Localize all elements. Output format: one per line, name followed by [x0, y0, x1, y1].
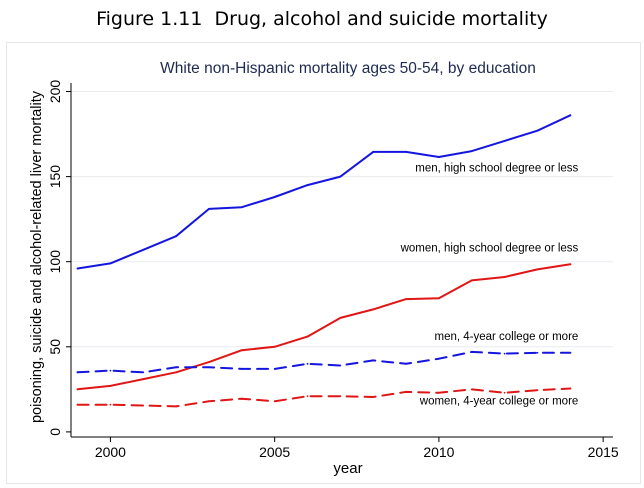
series-1-point-2013: [536, 268, 539, 271]
annotation-2: men, 4-year college or more: [434, 331, 578, 343]
y-axis-label: poisoning, suicide and alcohol-related l…: [29, 90, 45, 423]
x-tick-label-2015: 2015: [588, 444, 619, 460]
x-tick-label-2010: 2010: [423, 444, 454, 460]
line-annotations: men, high school degree or less women, hi…: [400, 163, 579, 408]
series-2-point-2001: [142, 371, 145, 374]
series-1-point-2004: [240, 349, 243, 352]
series-3-point-2008: [372, 396, 375, 398]
axes: 0 50 100 150 200 2000 2005 2010 2015: [47, 80, 619, 460]
series-3-point-2012: [503, 391, 506, 394]
series-0-point-2012: [503, 139, 506, 142]
y-tick-label-150: 150: [47, 165, 63, 189]
series-0-point-2010: [438, 156, 440, 158]
series-2-point-2004: [240, 368, 243, 370]
series-3-point-2010: [438, 391, 440, 394]
series-1-point-2006: [306, 335, 309, 338]
series-0-point-2006: [306, 184, 309, 187]
series-0-point-2003: [208, 208, 210, 210]
series-line-1: [76, 263, 572, 391]
series-3-point-2006: [306, 395, 309, 398]
chart-title: White non-Hispanic mortality ages 50-54,…: [160, 60, 536, 77]
mortality-line-chart: White non-Hispanic mortality ages 50-54,…: [29, 60, 619, 477]
series-0-point-2005: [273, 196, 276, 198]
series-3-point-2001: [142, 404, 145, 407]
series-2-point-2010: [438, 357, 440, 360]
series-1-point-2001: [142, 378, 145, 381]
series-2-point-2009: [405, 362, 407, 365]
series-2-point-2014: [569, 351, 572, 354]
series-1-point-2003: [208, 361, 210, 364]
series-2-point-2005: [273, 368, 276, 370]
series-1-point-2010: [438, 297, 440, 300]
series-3-point-2002: [175, 405, 178, 408]
y-tick-label-100: 100: [47, 250, 63, 274]
y-tick-label-200: 200: [47, 80, 63, 104]
series-2-point-2002: [175, 366, 178, 369]
x-tick-label-2005: 2005: [259, 444, 290, 460]
series-2-point-2008: [372, 359, 375, 362]
series-1-point-2014: [569, 263, 572, 266]
series-3-point-2003: [208, 400, 210, 403]
series-0-point-2007: [339, 175, 342, 178]
series-points-0: [76, 114, 572, 270]
x-tick-label-2000: 2000: [95, 444, 126, 460]
x-axis-label: year: [333, 460, 362, 477]
series-points-1: [76, 263, 572, 391]
series-0-point-2009: [405, 151, 407, 153]
series-0-point-2001: [142, 248, 145, 251]
series-1-point-2012: [503, 276, 506, 278]
series-0-point-1999: [76, 267, 79, 270]
series-0-point-2013: [536, 129, 539, 132]
series-3-point-1999: [76, 403, 79, 406]
series-2-point-2007: [339, 364, 342, 367]
gridlines: [71, 91, 613, 348]
series-line-3: [76, 387, 572, 408]
series-2-point-2003: [208, 366, 210, 369]
series-1-point-2007: [339, 316, 342, 319]
series-3-point-2007: [339, 395, 342, 398]
y-tick-label-0: 0: [47, 428, 63, 436]
series-1-point-2002: [175, 371, 178, 374]
series-0-point-2011: [470, 150, 473, 152]
series-line-0: [76, 114, 572, 270]
series-1-point-2008: [372, 308, 375, 311]
series-3-point-2014: [569, 387, 572, 390]
annotation-1: women, high school degree or less: [400, 242, 579, 254]
series-1-point-2005: [273, 345, 276, 348]
series-3-point-2005: [273, 400, 276, 403]
y-tick-label-50: 50: [47, 339, 63, 355]
series-3-point-2000: [109, 403, 112, 406]
series-2-point-1999: [76, 371, 79, 374]
series-0-point-2002: [175, 235, 178, 238]
series-0-point-2000: [109, 262, 112, 265]
series-1-point-2011: [470, 279, 473, 282]
series-lines: [76, 114, 572, 408]
series-line-2: [76, 350, 572, 374]
figure-caption: Figure 1.11 Drug, alcohol and suicide mo…: [96, 8, 548, 30]
annotation-0: men, high school degree or less: [415, 163, 578, 175]
series-2-point-2012: [503, 352, 506, 355]
series-2-point-2011: [470, 351, 473, 353]
chart-panel: White non-Hispanic mortality ages 50-54,…: [6, 42, 641, 484]
series-3-point-2011: [470, 388, 473, 391]
series-2-point-2013: [536, 351, 539, 354]
series-2-point-2006: [306, 362, 309, 365]
series-3-point-2004: [240, 397, 243, 400]
series-3-point-2013: [536, 389, 539, 392]
series-points-3: [76, 387, 572, 408]
series-points-2: [76, 351, 572, 374]
series-1-point-2009: [405, 298, 407, 301]
series-0-point-2014: [569, 114, 572, 117]
series-0-point-2008: [372, 151, 375, 153]
series-3-point-2009: [405, 390, 407, 393]
series-1-point-2000: [109, 385, 112, 387]
series-2-point-2000: [109, 369, 112, 372]
series-1-point-1999: [76, 388, 79, 391]
series-0-point-2004: [240, 206, 243, 209]
annotation-3: women, 4-year college or more: [419, 396, 579, 408]
